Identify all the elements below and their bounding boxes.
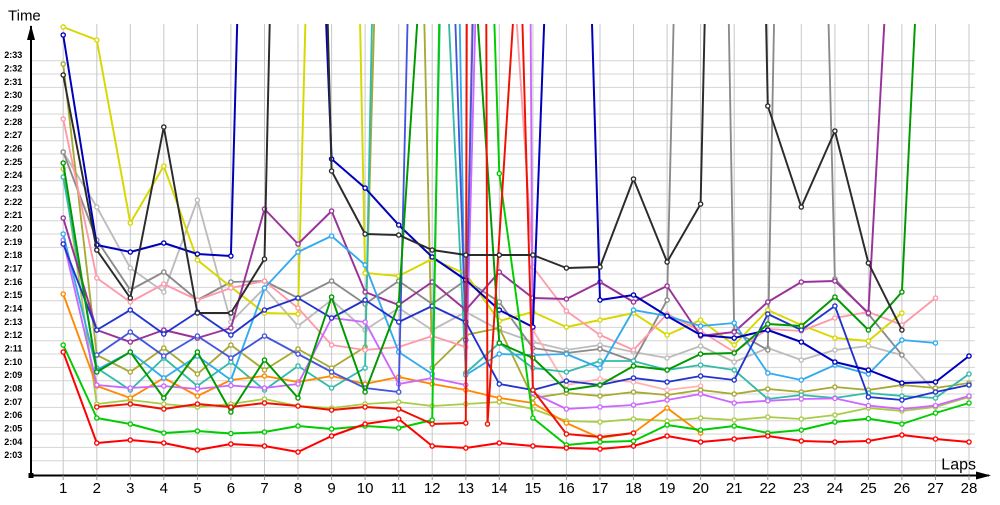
svg-text:13: 13 bbox=[457, 480, 474, 497]
svg-text:2:19: 2:19 bbox=[4, 237, 22, 247]
svg-text:2:27: 2:27 bbox=[4, 130, 22, 140]
svg-text:2:24: 2:24 bbox=[4, 170, 22, 180]
svg-text:19: 19 bbox=[659, 480, 676, 497]
svg-text:2:21: 2:21 bbox=[4, 210, 22, 220]
svg-text:Time: Time bbox=[8, 8, 41, 25]
svg-text:2:30: 2:30 bbox=[4, 90, 22, 100]
svg-text:5: 5 bbox=[193, 480, 201, 497]
svg-text:2:29: 2:29 bbox=[4, 103, 22, 113]
svg-text:2:03: 2:03 bbox=[4, 450, 22, 460]
svg-text:4: 4 bbox=[160, 480, 168, 497]
svg-text:14: 14 bbox=[491, 480, 508, 497]
svg-text:22: 22 bbox=[759, 480, 776, 497]
svg-text:2: 2 bbox=[93, 480, 101, 497]
svg-text:2:25: 2:25 bbox=[4, 157, 22, 167]
svg-text:2:15: 2:15 bbox=[4, 290, 22, 300]
svg-text:27: 27 bbox=[927, 480, 944, 497]
svg-text:26: 26 bbox=[894, 480, 911, 497]
svg-text:2:18: 2:18 bbox=[4, 250, 22, 260]
svg-text:2:13: 2:13 bbox=[4, 317, 22, 327]
svg-text:2:22: 2:22 bbox=[4, 197, 22, 207]
svg-text:2:11: 2:11 bbox=[5, 343, 23, 353]
svg-text:1: 1 bbox=[59, 480, 67, 497]
svg-text:21: 21 bbox=[726, 480, 743, 497]
svg-text:16: 16 bbox=[558, 480, 575, 497]
svg-text:17: 17 bbox=[592, 480, 609, 497]
svg-text:2:16: 2:16 bbox=[4, 277, 22, 287]
svg-text:25: 25 bbox=[860, 480, 877, 497]
svg-text:18: 18 bbox=[625, 480, 642, 497]
svg-text:20: 20 bbox=[692, 480, 709, 497]
svg-text:2:09: 2:09 bbox=[4, 370, 22, 380]
svg-text:12: 12 bbox=[424, 480, 441, 497]
svg-text:2:28: 2:28 bbox=[4, 117, 22, 127]
svg-text:8: 8 bbox=[294, 480, 302, 497]
svg-text:2:14: 2:14 bbox=[4, 303, 22, 313]
svg-text:10: 10 bbox=[357, 480, 374, 497]
svg-text:2:23: 2:23 bbox=[4, 183, 22, 193]
svg-text:11: 11 bbox=[391, 480, 407, 497]
svg-text:2:31: 2:31 bbox=[4, 77, 22, 87]
svg-text:2:08: 2:08 bbox=[4, 383, 22, 393]
svg-text:3: 3 bbox=[126, 480, 134, 497]
svg-text:2:33: 2:33 bbox=[4, 50, 22, 60]
svg-text:28: 28 bbox=[961, 480, 978, 497]
svg-text:2:07: 2:07 bbox=[4, 397, 22, 407]
svg-text:7: 7 bbox=[260, 480, 268, 497]
svg-text:2:10: 2:10 bbox=[4, 357, 22, 367]
svg-text:2:05: 2:05 bbox=[4, 423, 22, 433]
svg-text:Laps: Laps bbox=[941, 457, 976, 474]
svg-text:9: 9 bbox=[327, 480, 335, 497]
svg-text:2:32: 2:32 bbox=[4, 63, 22, 73]
svg-text:23: 23 bbox=[793, 480, 810, 497]
svg-text:15: 15 bbox=[525, 480, 542, 497]
svg-text:2:04: 2:04 bbox=[4, 437, 22, 447]
svg-text:24: 24 bbox=[827, 480, 844, 497]
svg-text:2:12: 2:12 bbox=[4, 330, 22, 340]
svg-text:2:17: 2:17 bbox=[4, 263, 22, 273]
svg-text:2:26: 2:26 bbox=[4, 143, 22, 153]
svg-text:6: 6 bbox=[227, 480, 235, 497]
svg-text:2:20: 2:20 bbox=[4, 223, 22, 233]
svg-text:2:06: 2:06 bbox=[4, 410, 22, 420]
